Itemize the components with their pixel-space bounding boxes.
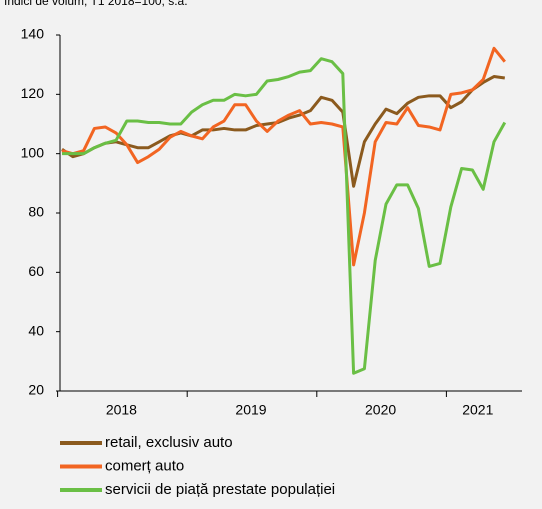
x-tick-label: 2020 — [365, 402, 396, 418]
series-line — [61, 75, 506, 188]
legend-label: servicii de piață prestate populației — [105, 481, 335, 498]
y-tick-label: 40 — [28, 322, 44, 338]
chart-subtitle: Indici de volum, T1 2018=100, s.a. — [4, 0, 188, 8]
legend-label: comerț auto — [105, 457, 184, 474]
x-tick-label: 2021 — [462, 402, 493, 418]
y-tick-label: 20 — [28, 382, 44, 398]
legend-label: retail, exclusiv auto — [105, 434, 233, 451]
y-tick-label: 60 — [28, 263, 44, 279]
x-tick-label: 2019 — [235, 402, 266, 418]
series-line — [61, 46, 506, 267]
series-line — [62, 57, 507, 375]
y-tick-label: 120 — [21, 85, 45, 101]
y-tick-label: 140 — [21, 26, 45, 42]
y-tick-label: 100 — [21, 144, 45, 160]
x-tick-label: 2018 — [106, 402, 137, 418]
y-tick-label: 80 — [28, 204, 44, 220]
